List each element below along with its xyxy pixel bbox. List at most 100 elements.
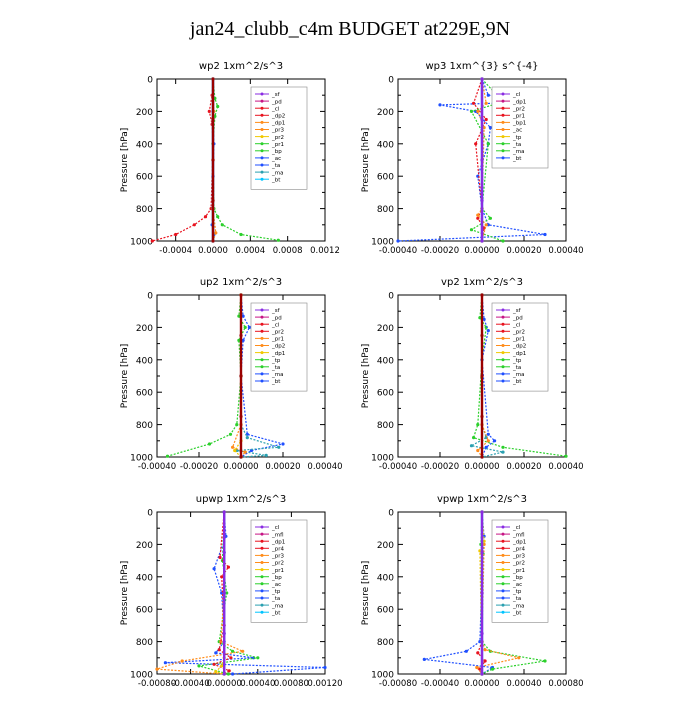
legend-marker <box>260 315 264 319</box>
x-tick-label: 0.00000 <box>464 679 499 689</box>
x-tick-label: 0.00040 <box>506 679 541 689</box>
series-line-bp <box>480 511 546 675</box>
y-tick-label: 1000 <box>130 454 153 464</box>
data-point <box>212 567 216 571</box>
legend-marker <box>260 568 264 572</box>
legend-marker <box>260 532 264 536</box>
legend-label: _tp <box>271 358 281 364</box>
y-tick-label: 0 <box>147 76 153 86</box>
data-point <box>323 665 327 670</box>
legend-label: _tp <box>271 589 281 595</box>
data-point <box>469 444 474 448</box>
legend-label: _pr1 <box>512 568 525 574</box>
data-point <box>239 293 243 297</box>
data-point <box>216 215 220 219</box>
data-point <box>486 142 490 146</box>
data-point <box>501 450 505 454</box>
legend-label: _cl <box>271 525 280 531</box>
legend-marker <box>501 575 505 579</box>
data-point <box>237 338 241 342</box>
legend-marker <box>501 610 505 614</box>
data-point <box>197 664 201 668</box>
legend-label: _bt <box>271 379 281 385</box>
legend-label: _sf <box>512 308 522 314</box>
data-point <box>469 109 474 113</box>
x-tick-label: 0.00020 <box>506 246 541 256</box>
legend-marker <box>501 358 505 362</box>
legend-label: _pr2 <box>512 561 525 567</box>
data-point <box>211 239 215 243</box>
data-point <box>239 333 243 338</box>
y-tick-label: 0 <box>388 76 394 86</box>
y-axis-label: Pressure [hPa] <box>120 561 130 626</box>
legend-marker <box>501 532 505 536</box>
legend-label: _pr1 <box>271 568 284 574</box>
data-point <box>222 631 226 636</box>
data-point <box>214 670 218 674</box>
legend-marker <box>260 99 264 103</box>
legend-marker <box>260 120 264 124</box>
y-axis-label: Pressure [hPa] <box>361 561 371 626</box>
y-tick-label: 600 <box>377 606 394 616</box>
x-tick-label: -0.00020 <box>180 462 218 472</box>
data-point <box>486 93 490 97</box>
legend: _sf_pd_cl _pr2_pr1_dp2_dp1_tp_ta_ma_bt <box>250 302 308 392</box>
y-tick-label: 800 <box>377 638 394 648</box>
legend-label: _ta <box>271 365 280 371</box>
legend-label: _cl <box>512 92 521 98</box>
data-point <box>543 659 547 663</box>
legend-marker <box>260 365 264 369</box>
data-point <box>501 239 505 243</box>
chart-panel-5: upwp 1xm^2/s^3 Pressure [hPa] 0 200 400 600 80… <box>120 494 343 689</box>
legend-marker <box>260 128 264 131</box>
legend-marker <box>260 589 264 593</box>
legend-label: _ma <box>271 603 283 609</box>
legend-label: _pr1 <box>512 114 525 120</box>
legend-marker <box>260 135 264 139</box>
data-point <box>476 448 480 453</box>
data-point <box>239 232 243 237</box>
data-point <box>472 101 476 105</box>
y-tick-label: 800 <box>136 421 153 431</box>
legend-label: _ma <box>271 372 283 378</box>
series-line-ta <box>469 295 504 458</box>
data-point <box>476 216 480 220</box>
chart-panel-2: wp3 1xm^{3} s^{-4} Pressure [hPa] 0 200 400 6… <box>361 61 584 256</box>
y-tick-label: 400 <box>136 356 153 366</box>
data-point <box>488 216 492 220</box>
x-tick-label: 0.00000 <box>223 462 258 472</box>
x-tick-label: -0.00040 <box>138 462 176 472</box>
data-point <box>218 555 222 560</box>
data-point <box>222 591 226 595</box>
legend-marker <box>260 308 264 312</box>
legend-label: _pr3 <box>271 554 285 560</box>
x-tick-label: 0.0004 <box>235 246 265 256</box>
x-tick-label: 0.00080 <box>274 679 309 689</box>
data-point <box>484 223 488 227</box>
y-axis-label: Pressure [hPa] <box>120 344 130 409</box>
legend-marker <box>501 344 505 347</box>
x-tick-label: 0.00040 <box>240 679 275 689</box>
legend-marker <box>501 603 505 607</box>
legend-label: _bt <box>512 379 522 385</box>
legend-marker <box>501 149 505 153</box>
legend-marker <box>501 582 505 586</box>
legend-label: _bp <box>271 575 282 581</box>
data-point <box>564 454 568 458</box>
series-line-dp2 <box>233 295 242 458</box>
legend-label: _cl <box>512 322 521 328</box>
legend-label: _cl <box>271 106 280 112</box>
legend-marker <box>260 92 264 96</box>
data-point <box>464 649 468 653</box>
legend-label: _dp1 <box>512 351 526 357</box>
legend-marker <box>501 92 505 96</box>
data-point <box>207 442 212 446</box>
legend-marker <box>260 539 264 543</box>
legend-marker <box>501 365 505 369</box>
legend-marker <box>501 351 505 355</box>
chart-panel-1: wp2 1xm^2/s^3 Pressure [hPa] 0 200 400 600 800… <box>120 61 340 256</box>
y-tick-label: 600 <box>377 389 394 399</box>
data-point <box>396 239 400 243</box>
data-point <box>480 672 484 676</box>
data-point <box>488 126 492 130</box>
